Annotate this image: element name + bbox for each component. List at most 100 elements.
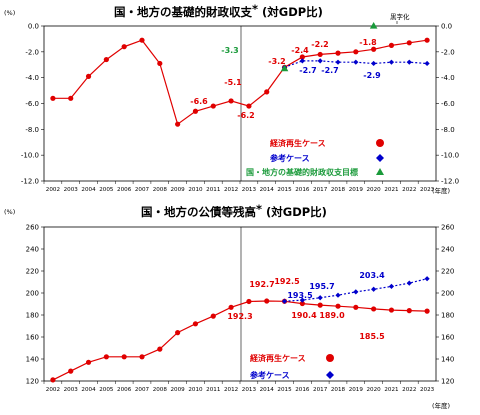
x-tick-label: 2009 — [171, 187, 186, 193]
data-point — [388, 283, 395, 289]
y-tick-label-right: 140 — [441, 356, 454, 364]
y-tick-label-left: 160 — [26, 334, 39, 342]
data-point — [280, 64, 289, 72]
chart-2-x-unit: (年度) — [432, 401, 450, 410]
data-point — [50, 377, 56, 383]
x-tick-label: 2023 — [420, 187, 435, 193]
x-tick-label: 2021 — [384, 387, 399, 393]
data-point — [103, 56, 109, 63]
y-tick-label-left: 120 — [26, 378, 39, 386]
x-tick-label: 2008 — [153, 387, 168, 393]
data-point — [369, 22, 378, 29]
data-point — [264, 89, 270, 95]
data-point — [424, 276, 430, 282]
data-point — [317, 51, 323, 58]
chart-1-legend-label-2: 参考ケース — [269, 153, 310, 163]
data-label: 195.7 — [309, 282, 334, 291]
x-tick-label: 2017 — [313, 187, 328, 193]
chart-1-series — [50, 22, 430, 127]
data-point — [299, 300, 305, 307]
y-tick-label-left: 200 — [26, 290, 39, 298]
y-tick-label-left: -10.0 — [21, 152, 39, 160]
chart-1-title-mark: * — [252, 2, 258, 16]
data-point — [299, 54, 305, 60]
y-tick-label-left: 180 — [26, 312, 39, 320]
data-point — [246, 298, 252, 305]
chart-1-title: 国・地方の基礎的財政収支 — [114, 5, 252, 19]
chart-2-legend: 経済再生ケース 参考ケース — [249, 353, 334, 380]
data-point — [175, 121, 181, 127]
chart-1-title-suffix: (対GDP比) — [262, 5, 323, 19]
data-point — [335, 292, 341, 298]
data-point — [228, 304, 234, 310]
x-tick-label: 2002 — [46, 387, 60, 393]
data-point — [139, 354, 145, 360]
data-point — [157, 60, 163, 67]
x-tick-label: 2003 — [64, 387, 79, 393]
chart-1-value-labels: -6.6 -6.2 -5.1 -3.2 -2.4-2.2 -1.8 -3.3 -2.7 -2.7… — [190, 21, 398, 120]
data-label: 193.5 — [287, 291, 313, 300]
y-tick-label-left: 220 — [26, 268, 39, 276]
y-tick-label-right: -8.0 — [441, 126, 455, 134]
chart-1-legend-marker-2 — [376, 154, 384, 162]
data-point — [264, 298, 270, 304]
chart-1-x-unit: (年度) — [432, 186, 450, 195]
x-tick-label: 2008 — [153, 187, 168, 193]
chart-2-value-labels: 192.3 192.7 192.5 190.4 189.0 185.5 193.5195.7… — [227, 271, 385, 341]
data-point — [353, 289, 359, 295]
series-line — [52, 39, 428, 126]
y-tick-label-left: 240 — [26, 246, 39, 254]
chart-2-legend-label-1: 経済再生ケース — [250, 353, 306, 363]
x-tick-label: 2004 — [81, 387, 96, 393]
x-tick-label: 2018 — [331, 387, 346, 393]
x-tick-label: 2020 — [367, 187, 382, 193]
data-label: -3.2 — [268, 57, 286, 66]
data-point — [424, 37, 430, 43]
chart-1-legend-label-1: 経済再生ケース — [270, 138, 326, 148]
data-label: -2.4 — [291, 46, 309, 55]
y-tick-label-right: 260 — [441, 224, 454, 232]
data-point — [299, 297, 305, 303]
data-point — [353, 59, 359, 65]
chart-1: 国・地方の基礎的財政収支 * (対GDP比) (%) (年度) 0.0 0.0 -2… — [4, 2, 459, 195]
data-point — [281, 298, 288, 304]
data-label: 192.3 — [227, 312, 252, 321]
y-tick-label-right: 160 — [441, 334, 454, 342]
series-line — [52, 300, 428, 381]
chart-1-annotation: 黒字化 — [390, 12, 410, 21]
data-point — [210, 313, 216, 319]
data-label: -2.9 — [363, 71, 381, 80]
x-tick-label: 2020 — [367, 387, 382, 393]
data-point — [406, 308, 412, 314]
y-tick-label-left: -6.0 — [25, 100, 39, 108]
y-tick-label-left: 0.0 — [28, 23, 39, 31]
data-label: -6.6 — [190, 97, 208, 106]
y-tick-label-left: -2.0 — [25, 48, 39, 56]
y-tick-label-right: -2.0 — [441, 48, 455, 56]
x-tick-label: 2005 — [99, 387, 114, 393]
chart-1-legend: 経済再生ケース 参考ケース 国・地方の基礎的財政収支目標 — [246, 138, 384, 177]
data-point — [406, 280, 412, 286]
y-tick-label-right: 120 — [441, 378, 454, 386]
data-point — [424, 308, 430, 314]
chart-2-series — [50, 276, 430, 383]
data-label: 189.0 — [319, 311, 345, 320]
data-label: -2.2 — [311, 40, 329, 49]
data-point — [335, 50, 341, 56]
data-point — [68, 368, 74, 374]
x-tick-label: 2010 — [188, 387, 203, 393]
x-tick-label: 2015 — [277, 187, 292, 193]
data-point — [210, 103, 216, 109]
data-point — [317, 295, 323, 301]
y-tick-label-right: 0.0 — [441, 23, 452, 31]
data-point — [388, 307, 395, 313]
data-label: 203.4 — [359, 271, 385, 280]
chart-2-legend-label-2: 参考ケース — [249, 370, 290, 380]
x-tick-label: 2016 — [295, 387, 310, 393]
data-point — [406, 59, 412, 65]
y-tick-label-right: -4.0 — [441, 74, 455, 82]
x-tick-label: 2016 — [295, 187, 310, 193]
chart-2-title: 国・地方の公債等残高 — [141, 205, 256, 219]
